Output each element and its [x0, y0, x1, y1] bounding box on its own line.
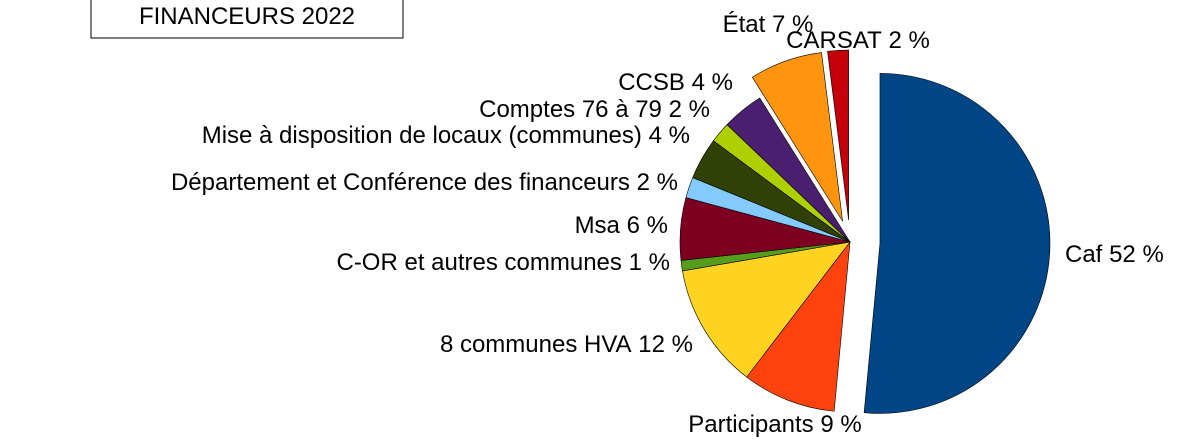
slice-value-label: 7 % — [772, 11, 813, 38]
pie-slice — [751, 52, 843, 222]
slice-value-label: 9 % — [820, 411, 861, 438]
slice-label: Participants 9 % — [688, 411, 861, 438]
slice-category: Mise à disposition de locaux (communes) — [202, 122, 642, 149]
slice-label: 8 communes HVA 12 % — [440, 331, 693, 358]
slice-value-label: 52 % — [1109, 241, 1164, 268]
slice-category: Msa — [575, 212, 621, 239]
slice-category: CCSB — [618, 69, 685, 96]
slice-category: CARSAT — [786, 27, 882, 54]
slice-category: Département et Conférence des financeurs — [171, 169, 630, 196]
pie-slice — [746, 240, 851, 412]
pie-slice — [863, 73, 1051, 414]
slice-value-label: 2 % — [637, 169, 678, 196]
slice-value-label: 4 % — [649, 122, 690, 149]
pie-slice — [726, 97, 851, 243]
slice-label: C-OR et autres communes 1 % — [336, 249, 670, 276]
slice-category: Participants — [688, 411, 813, 438]
pie-slice — [827, 49, 849, 221]
title-box — [90, 0, 404, 39]
slice-category: Caf — [1065, 241, 1103, 268]
slice-label: CCSB 4 % — [618, 69, 733, 96]
slice-label: Caf 52 % — [1065, 241, 1164, 268]
pie-slice — [682, 241, 851, 378]
slice-label: Mise à disposition de locaux (communes) 4… — [202, 122, 690, 149]
slice-label: Comptes 76 à 79 2 % — [479, 96, 710, 123]
slice-value-label: 6 % — [627, 212, 668, 239]
slice-category: État — [723, 11, 766, 38]
slice-value-label: 2 % — [669, 96, 710, 123]
slice-category: 8 communes HVA — [440, 331, 632, 358]
slice-value-label: 2 % — [888, 27, 929, 54]
slice-value-label: 4 % — [692, 69, 733, 96]
chart-title: FINANCEURS 2022 — [139, 3, 355, 30]
slice-value-label: 12 % — [638, 331, 693, 358]
slice-label: Département et Conférence des financeurs… — [171, 169, 678, 196]
slice-category: C-OR et autres communes — [336, 249, 621, 276]
slice-value-label: 1 % — [629, 249, 670, 276]
slice-category: Comptes 76 à 79 — [479, 96, 662, 123]
slice-label: CARSAT 2 % — [786, 27, 930, 54]
slice-label: État 7 % — [723, 11, 814, 38]
slice-label: Msa 6 % — [575, 212, 668, 239]
